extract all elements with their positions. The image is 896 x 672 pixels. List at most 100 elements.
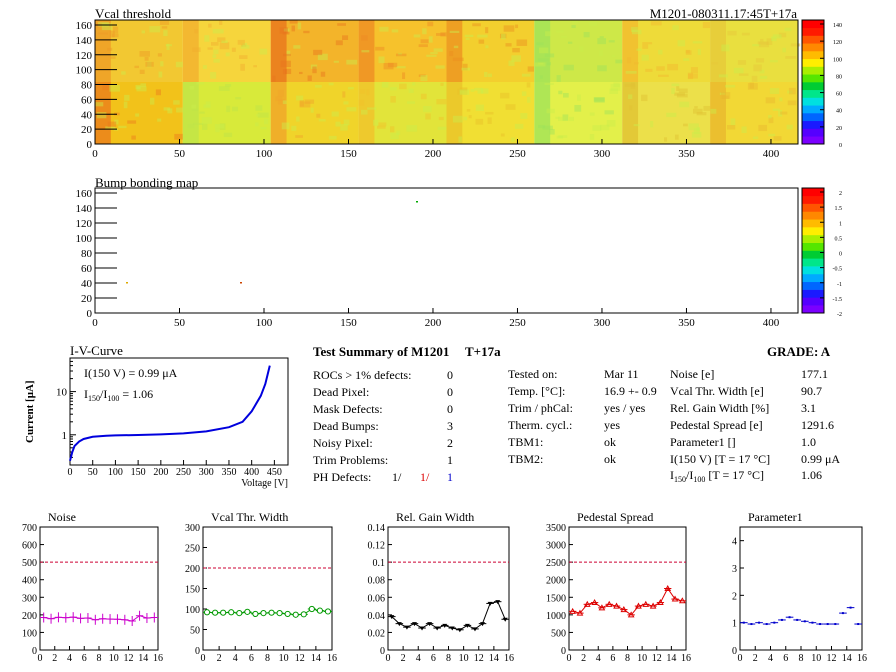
vcal-noise-speck bbox=[755, 58, 765, 63]
bump-palette-band bbox=[802, 211, 824, 220]
per-roc-x-tick-label: 14 bbox=[842, 653, 852, 664]
vcal-noise-speck bbox=[516, 39, 528, 46]
vcal-noise-speck bbox=[95, 102, 104, 107]
vcal-noise-speck bbox=[468, 115, 472, 119]
vcal-noise-speck bbox=[721, 44, 730, 52]
per-roc-point bbox=[742, 621, 745, 624]
summary-defect-label: Trim Problems: bbox=[313, 453, 388, 467]
summary-defect-value: 0 bbox=[447, 385, 453, 399]
per-roc-point bbox=[324, 608, 332, 615]
ph-defects-value-3: 1 bbox=[447, 470, 453, 484]
vcal-noise-speck bbox=[608, 40, 615, 43]
per-roc-x-tick-label: 4 bbox=[67, 653, 72, 664]
ph-defects-row: PH Defects: 1/ 1/ 1 bbox=[313, 470, 453, 484]
vcal-noise-speck bbox=[757, 41, 769, 45]
vcal-noise-speck bbox=[310, 64, 318, 69]
vcal-y-tick-label: 80 bbox=[81, 80, 93, 92]
vcal-noise-speck bbox=[503, 25, 515, 32]
vcal-noise-speck bbox=[277, 99, 285, 105]
vcal-noise-speck bbox=[537, 58, 549, 62]
vcal-noise-speck bbox=[594, 97, 605, 103]
vcal-noise-speck bbox=[667, 63, 679, 71]
vcal-noise-speck bbox=[428, 36, 433, 43]
vcal-y-tick-label: 120 bbox=[76, 50, 93, 62]
per-roc-point bbox=[627, 611, 635, 618]
per-roc-y-tick-label: 3000 bbox=[546, 541, 566, 552]
vcal-noise-speck bbox=[110, 56, 116, 59]
vcal-noise-speck bbox=[406, 101, 415, 104]
vcal-noise-speck bbox=[275, 96, 283, 102]
per-roc-y-tick-label: 600 bbox=[22, 541, 37, 552]
vcal-noise-speck bbox=[361, 50, 370, 53]
vcal-noise-speck bbox=[402, 72, 406, 80]
per-roc-point bbox=[678, 597, 686, 604]
per-roc-point bbox=[635, 602, 642, 609]
vcal-noise-speck bbox=[778, 110, 783, 117]
vcal-palette-band bbox=[802, 58, 824, 67]
per-roc-point bbox=[591, 599, 598, 606]
vcal-noise-speck bbox=[406, 125, 418, 132]
vcal-x-tick-label: 400 bbox=[763, 148, 780, 160]
vcal-noise-speck bbox=[112, 33, 119, 38]
vcal-palette-band bbox=[802, 51, 824, 60]
summary-ratio-row: I150/I100 [T = 17 °C] 1.06 bbox=[670, 468, 822, 484]
per-roc-y-tick-label: 300 bbox=[185, 523, 200, 534]
summary-condition-label: Trim / phCal: bbox=[508, 401, 573, 415]
vcal-noise-speck bbox=[105, 126, 116, 130]
vcal-noise-speck bbox=[280, 60, 291, 68]
iv-plot-frame bbox=[69, 357, 289, 466]
vcal-noise-speck bbox=[459, 87, 468, 91]
vcal-noise-speck bbox=[692, 108, 703, 114]
vcal-noise-speck bbox=[281, 122, 290, 130]
vcal-noise-speck bbox=[463, 116, 468, 121]
vcal-noise-speck bbox=[303, 30, 310, 34]
per-roc-point bbox=[211, 609, 219, 616]
per-roc-plot-frame bbox=[39, 526, 159, 651]
per-roc-plot-title: Vcal Thr. Width bbox=[211, 510, 288, 524]
vcal-noise-speck bbox=[296, 116, 300, 122]
per-roc-x-tick-label: 6 bbox=[431, 653, 436, 664]
vcal-palette-label: 100 bbox=[833, 57, 842, 63]
per-roc-plot-frame bbox=[387, 526, 510, 651]
bump-defect-mark bbox=[240, 282, 242, 284]
vcal-noise-speck bbox=[375, 46, 385, 51]
vcal-noise-speck bbox=[694, 106, 698, 109]
vcal-y-tick-label: 40 bbox=[81, 109, 93, 121]
vcal-noise-speck bbox=[210, 72, 217, 79]
vcal-y-tick-label: 20 bbox=[81, 124, 93, 136]
summary-condition-value: Mar 11 bbox=[604, 367, 639, 381]
vcal-noise-speck bbox=[772, 34, 782, 39]
vcal-noise-speck bbox=[589, 134, 595, 140]
vcal-x-tick-label: 250 bbox=[509, 148, 526, 160]
vcal-noise-speck bbox=[538, 62, 544, 65]
vcal-noise-speck bbox=[474, 87, 483, 91]
per-roc-x-tick-label: 10 bbox=[279, 653, 289, 664]
vcal-noise-speck bbox=[759, 75, 768, 79]
vcal-x-tick-label: 0 bbox=[92, 148, 98, 160]
vcal-noise-speck bbox=[690, 67, 698, 74]
bump-palette-label: -2 bbox=[837, 312, 842, 318]
iv-annotation-ratio: I150/I100 = 1.06 bbox=[84, 387, 153, 403]
vcal-noise-speck bbox=[360, 109, 368, 115]
vcal-noise-speck bbox=[766, 38, 773, 45]
vcal-noise-speck bbox=[544, 53, 555, 58]
vcal-noise-speck bbox=[730, 118, 736, 126]
summary-defect-label: Mask Defects: bbox=[313, 402, 383, 416]
vcal-noise-speck bbox=[433, 48, 443, 52]
vcal-noise-speck bbox=[141, 30, 146, 34]
summary-defect-value: 0 bbox=[447, 368, 453, 382]
per-roc-point bbox=[495, 600, 501, 605]
per-roc-point bbox=[788, 616, 791, 619]
vcal-noise-speck bbox=[163, 30, 168, 37]
per-roc-y-tick-label: 200 bbox=[185, 564, 200, 575]
vcal-noise-speck bbox=[780, 111, 788, 115]
vcal-noise-speck bbox=[232, 106, 239, 112]
per-roc-y-tick-label: 0 bbox=[732, 646, 737, 657]
per-roc-x-tick-label: 0 bbox=[738, 653, 743, 664]
vcal-noise-speck bbox=[395, 53, 407, 57]
vcal-noise-speck bbox=[283, 53, 291, 57]
per-roc-y-tick-label: 500 bbox=[551, 628, 566, 639]
vcal-noise-speck bbox=[633, 124, 640, 127]
vcal-noise-speck bbox=[505, 43, 512, 47]
vcal-noise-speck bbox=[472, 23, 481, 27]
